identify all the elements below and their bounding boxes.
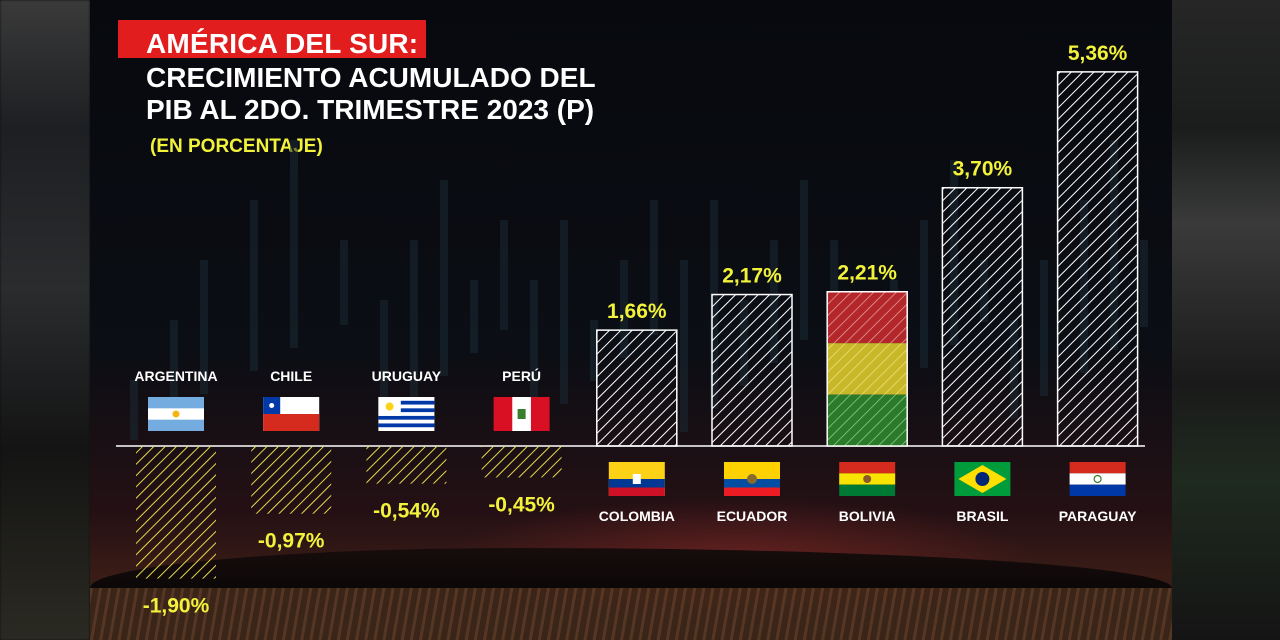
- background-candle: [650, 200, 658, 335]
- peru-flag-icon: [493, 397, 550, 431]
- bar-colombia: [596, 329, 678, 447]
- background-candle: [800, 180, 808, 340]
- value-label-colombia: 1,66%: [607, 300, 667, 323]
- bolivia-flag-icon: [839, 462, 896, 496]
- value-label-ecuador: 2,17%: [722, 265, 782, 288]
- chile-flag-icon: [263, 397, 320, 431]
- country-label-bolivia: BOLIVIA: [839, 508, 896, 524]
- bar-peru: [481, 446, 562, 478]
- background-candle: [340, 240, 348, 325]
- background-candle: [920, 220, 928, 368]
- value-label-peru: -0,45%: [488, 493, 555, 516]
- background-candle: [440, 180, 448, 376]
- bar-bolivia-yellow-band: [827, 343, 908, 395]
- background-candle: [590, 320, 598, 381]
- country-label-uruguay: URUGUAY: [372, 368, 442, 384]
- bar-chile: [251, 446, 332, 514]
- value-label-brasil: 3,70%: [953, 158, 1013, 181]
- background-candle: [680, 260, 688, 432]
- paraguay-flag-icon: [1069, 462, 1126, 496]
- background-candle: [200, 260, 208, 394]
- value-label-bolivia: 2,21%: [837, 262, 897, 285]
- colombia-flag-icon: [608, 462, 665, 496]
- uruguay-flag-icon: [378, 397, 435, 431]
- bar-bolivia: [826, 290, 908, 447]
- country-label-ecuador: ECUADOR: [717, 508, 788, 524]
- background-candle: [130, 380, 138, 440]
- country-label-argentina: ARGENTINA: [134, 368, 217, 384]
- chart-title-line-1: CRECIMIENTO ACUMULADO DEL: [146, 62, 596, 93]
- title-tag-background: [118, 20, 426, 58]
- brasil-flag-icon: [954, 462, 1011, 496]
- background-candle: [250, 200, 258, 371]
- background-candle: [1140, 240, 1148, 327]
- bar-bolivia-green-band: [827, 394, 908, 446]
- background-candle: [500, 220, 508, 330]
- value-label-argentina: -1,90%: [143, 595, 210, 618]
- background-candle: [1040, 260, 1048, 396]
- background-candle: [470, 280, 478, 353]
- background-left-panel: [0, 0, 90, 640]
- bar-bolivia-outline: [826, 290, 908, 447]
- background-right-panel: [1172, 0, 1280, 640]
- argentina-flag-icon: [148, 397, 204, 431]
- background-candle: [530, 280, 538, 427]
- title-tag: AMÉRICA DEL SUR:: [146, 28, 419, 59]
- background-candle: [290, 140, 298, 348]
- background-candle: [410, 240, 418, 399]
- country-label-peru: PERÚ: [502, 367, 541, 384]
- country-label-chile: CHILE: [270, 368, 312, 384]
- bar-argentina: [136, 446, 216, 579]
- bar-uruguay: [366, 446, 447, 484]
- value-label-chile: -0,97%: [258, 530, 325, 553]
- bar-ecuador: [711, 293, 793, 447]
- background-candle: [380, 300, 388, 422]
- chart-title-line-2: PIB AL 2DO. TRIMESTRE 2023 (P): [146, 94, 595, 125]
- value-label-uruguay: -0,54%: [373, 500, 440, 523]
- value-label-paraguay: 5,36%: [1068, 42, 1128, 65]
- country-label-brasil: BRASIL: [956, 508, 1009, 524]
- country-label-colombia: COLOMBIA: [599, 508, 675, 524]
- bar-paraguay: [1056, 71, 1139, 447]
- background-candle: [560, 220, 568, 404]
- background-candle: [620, 260, 628, 358]
- background-candle: [170, 320, 178, 417]
- country-label-paraguay: PARAGUAY: [1059, 508, 1137, 524]
- ecuador-flag-icon: [724, 462, 780, 496]
- background-field: [90, 588, 1172, 640]
- bar-brasil: [941, 186, 1024, 447]
- chart-title: CRECIMIENTO ACUMULADO DEL PIB AL 2DO. TR…: [146, 62, 596, 126]
- chart-subtitle: (EN PORCENTAJE): [150, 136, 323, 157]
- bar-bolivia-red-band: [827, 291, 908, 344]
